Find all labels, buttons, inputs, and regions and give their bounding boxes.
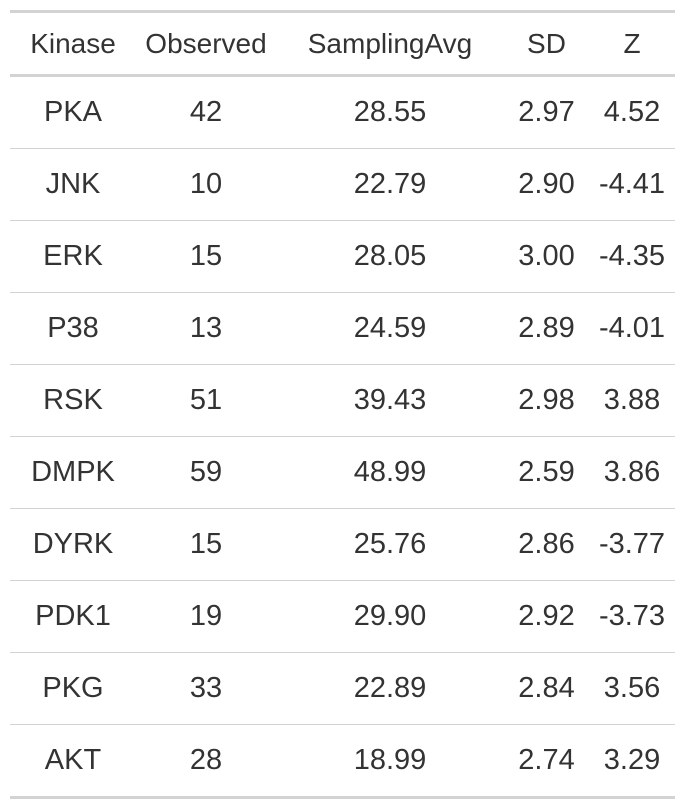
cell-kinase: DYRK bbox=[10, 508, 136, 581]
cell-z: -3.73 bbox=[589, 580, 675, 653]
cell-observed: 28 bbox=[189, 744, 223, 776]
cell-z: -3.77 bbox=[589, 508, 675, 581]
cell-sd: 2.59 bbox=[504, 436, 589, 509]
cell-observed: 33 bbox=[136, 652, 276, 725]
column-header-z: Z bbox=[589, 11, 675, 77]
cell-observed: 59 bbox=[136, 436, 276, 509]
cell-samplingavg: 25.76 bbox=[276, 508, 504, 581]
cell-samplingavg: 24.59 bbox=[276, 292, 504, 365]
table-row: JNK 10 22.79 2.90 -4.41 bbox=[10, 148, 675, 221]
cell-observed: 15 bbox=[136, 220, 276, 293]
cell-sd: 2.90 bbox=[504, 148, 589, 221]
cell-samplingavg: 39.43 bbox=[276, 364, 504, 437]
table-row: PKG 33 22.89 2.84 3.56 bbox=[10, 652, 675, 725]
cell-observed: 19 bbox=[136, 580, 276, 653]
cell-kinase: ERK bbox=[10, 220, 136, 293]
cell-samplingavg: 22.79 bbox=[276, 148, 504, 221]
cell-samplingavg: 28.05 bbox=[276, 220, 504, 293]
table-header: Kinase Observed SamplingAvg SD Z bbox=[10, 11, 675, 77]
cell-z: 3.56 bbox=[589, 652, 675, 725]
cell-kinase: P38 bbox=[10, 292, 136, 365]
cell-z: -4.41 bbox=[589, 148, 675, 221]
table-row: PDK1 19 29.90 2.92 -3.73 bbox=[10, 580, 675, 653]
cell-z: 4.52 bbox=[589, 75, 675, 149]
table-row: AKT 28 18.99 2.74 3.29 bbox=[10, 725, 675, 798]
cell-sd: 2.84 bbox=[504, 652, 589, 725]
cell-samplingavg: 29.90 bbox=[276, 580, 504, 653]
column-header-samplingavg: SamplingAvg bbox=[276, 11, 504, 77]
cell-samplingavg: 22.89 bbox=[276, 652, 504, 725]
cell-kinase: PKG bbox=[10, 652, 136, 725]
cell-kinase: PDK1 bbox=[10, 580, 136, 653]
cell-samplingavg: 18.99 bbox=[353, 744, 427, 776]
cell-samplingavg: 28.55 bbox=[276, 75, 504, 149]
column-header-kinase: Kinase bbox=[10, 11, 136, 77]
cell-kinase: PKA bbox=[10, 75, 136, 149]
kinase-table-container: Kinase Observed SamplingAvg SD Z PKA 42 … bbox=[10, 10, 675, 799]
cell-sd: 2.86 bbox=[504, 508, 589, 581]
cell-sd: 2.92 bbox=[504, 580, 589, 653]
column-header-observed: Observed bbox=[136, 11, 276, 77]
cell-sd: 2.97 bbox=[504, 75, 589, 149]
table-row: P38 13 24.59 2.89 -4.01 bbox=[10, 292, 675, 365]
table-row: PKA 42 28.55 2.97 4.52 bbox=[10, 75, 675, 149]
column-header-sd: SD bbox=[504, 11, 589, 77]
cell-observed: 42 bbox=[136, 75, 276, 149]
cell-kinase: DMPK bbox=[10, 436, 136, 509]
cell-z: -4.35 bbox=[589, 220, 675, 293]
header-row: Kinase Observed SamplingAvg SD Z bbox=[10, 11, 675, 77]
cell-z: 3.29 bbox=[603, 744, 661, 776]
cell-sd: 2.89 bbox=[504, 292, 589, 365]
cell-sd: 2.98 bbox=[504, 364, 589, 437]
cell-kinase: AKT bbox=[44, 744, 102, 776]
table-row: ERK 15 28.05 3.00 -4.35 bbox=[10, 220, 675, 293]
cell-kinase: RSK bbox=[10, 364, 136, 437]
table-row: DYRK 15 25.76 2.86 -3.77 bbox=[10, 508, 675, 581]
cell-z: -4.01 bbox=[589, 292, 675, 365]
cell-z: 3.88 bbox=[589, 364, 675, 437]
cell-observed: 13 bbox=[136, 292, 276, 365]
cell-observed: 15 bbox=[136, 508, 276, 581]
cell-z: 3.86 bbox=[589, 436, 675, 509]
cell-sd: 3.00 bbox=[504, 220, 589, 293]
cell-sd: 2.74 bbox=[518, 744, 575, 776]
table-body: PKA 42 28.55 2.97 4.52 JNK 10 22.79 2.90… bbox=[10, 75, 675, 798]
table-row: DMPK 59 48.99 2.59 3.86 bbox=[10, 436, 675, 509]
cell-kinase: JNK bbox=[10, 148, 136, 221]
table-row: RSK 51 39.43 2.98 3.88 bbox=[10, 364, 675, 437]
kinase-table: Kinase Observed SamplingAvg SD Z PKA 42 … bbox=[10, 10, 675, 799]
cell-observed: 51 bbox=[136, 364, 276, 437]
cell-samplingavg: 48.99 bbox=[276, 436, 504, 509]
cell-observed: 10 bbox=[136, 148, 276, 221]
